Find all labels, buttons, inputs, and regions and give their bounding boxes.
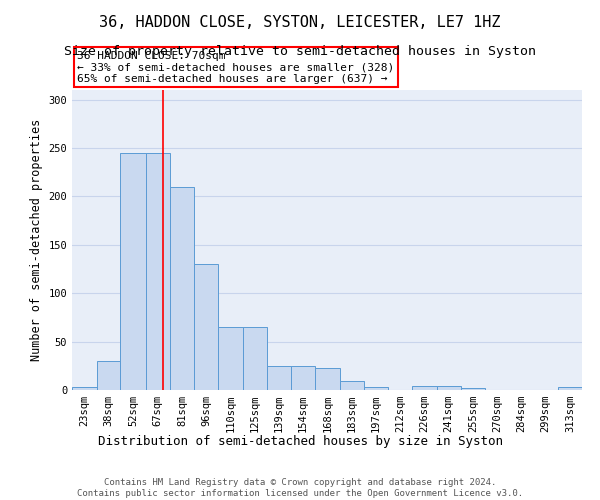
Bar [72,387,97,390]
Bar [315,368,340,390]
Bar [267,366,291,390]
Bar [121,153,146,390]
Y-axis label: Number of semi-detached properties: Number of semi-detached properties [30,119,43,361]
Bar [461,388,485,390]
Bar [437,386,461,390]
Bar [340,382,364,390]
Text: Distribution of semi-detached houses by size in Syston: Distribution of semi-detached houses by … [97,435,503,448]
Text: 36 HADDON CLOSE: 70sqm
← 33% of semi-detached houses are smaller (328)
65% of se: 36 HADDON CLOSE: 70sqm ← 33% of semi-det… [77,51,394,84]
Bar [242,327,267,390]
Bar [291,366,315,390]
Bar [97,361,121,390]
Bar [558,387,582,390]
Bar [364,387,388,390]
Bar [412,386,437,390]
Bar [194,264,218,390]
Bar [170,187,194,390]
Text: Size of property relative to semi-detached houses in Syston: Size of property relative to semi-detach… [64,45,536,58]
Text: 36, HADDON CLOSE, SYSTON, LEICESTER, LE7 1HZ: 36, HADDON CLOSE, SYSTON, LEICESTER, LE7… [99,15,501,30]
Text: Contains HM Land Registry data © Crown copyright and database right 2024.
Contai: Contains HM Land Registry data © Crown c… [77,478,523,498]
Bar [218,327,242,390]
Bar [146,153,170,390]
